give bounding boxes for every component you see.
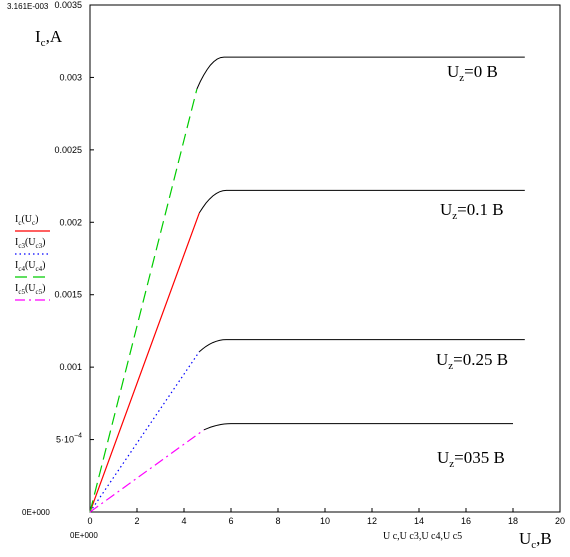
series-lines <box>89 56 525 513</box>
x-tick-label: 6 <box>228 516 233 526</box>
y-tick-label: 0.002 <box>59 217 82 227</box>
y-tick-label: 5·10−4 <box>56 433 82 445</box>
y-tick-label: 0.003 <box>59 72 82 82</box>
legend-label-1: Ic(Uc) <box>15 214 38 227</box>
series-plateau-4 <box>203 423 513 431</box>
x-tick-label: 0 <box>87 516 92 526</box>
axes <box>89 4 561 513</box>
legend: Ic(Uc) Ic3(Uc3) Ic4(Uc4) Ic5(Uc5) <box>15 214 50 301</box>
legend-label-3: Ic4(Uc4) <box>15 260 45 273</box>
curve-annotations: Uz=0.1 B Uz=0.25 B Uz=0 B Uz=035 B <box>436 62 508 470</box>
x-tick-label: 12 <box>367 516 377 526</box>
corner-ymin-label: 0E+000 <box>22 508 50 517</box>
x-tick-label: 14 <box>414 516 424 526</box>
series-line-1 <box>89 212 200 513</box>
y-tick-label: 0.0035 <box>54 0 82 10</box>
y-tick-label: 0.0025 <box>54 145 82 155</box>
x-axis-variables-label: U c,U c3,U c4,U c5 <box>383 531 462 542</box>
x-tick-label: 2 <box>134 516 139 526</box>
series-line-2 <box>89 351 200 513</box>
series-plateau-1 <box>198 189 525 214</box>
x-tick-label: 20 <box>555 516 565 526</box>
x-axis-title: Uc,B <box>519 529 552 551</box>
x-tick-label: 16 <box>461 516 471 526</box>
legend-label-4: Ic5(Uc5) <box>15 283 45 296</box>
y-tick-label: 0.0015 <box>54 290 82 300</box>
curve-annotation-2: Uz=0.25 B <box>436 350 508 372</box>
y-axis-title: Ic,A <box>35 27 63 49</box>
y-tick-label: 0.001 <box>59 362 82 372</box>
x-tick-label: 18 <box>508 516 518 526</box>
plot-frame <box>89 4 561 513</box>
curve-annotation-1: Uz=0.1 B <box>440 200 504 222</box>
series-line-4 <box>89 429 205 513</box>
curve-annotation-4: Uz=035 B <box>437 448 505 470</box>
legend-label-2: Ic3(Uc3) <box>15 237 45 250</box>
corner-xmin-label: 0E+000 <box>70 531 98 540</box>
x-tick-label: 4 <box>181 516 186 526</box>
curve-annotation-3: Uz=0 B <box>447 62 498 84</box>
x-tick-label: 10 <box>320 516 330 526</box>
x-tick-label: 8 <box>275 516 280 526</box>
series-line-3 <box>89 88 198 513</box>
series-plateau-3 <box>196 56 525 90</box>
y-ticks: 0.0035 0.003 0.0025 0.002 0.0015 0.001 5·10−4 <box>54 0 94 445</box>
corner-ymax-label: 3.161E-003 <box>7 2 49 11</box>
x-ticks: 0 2 4 6 8 10 12 14 16 18 20 <box>87 508 565 526</box>
series-plateau-2 <box>198 339 525 353</box>
